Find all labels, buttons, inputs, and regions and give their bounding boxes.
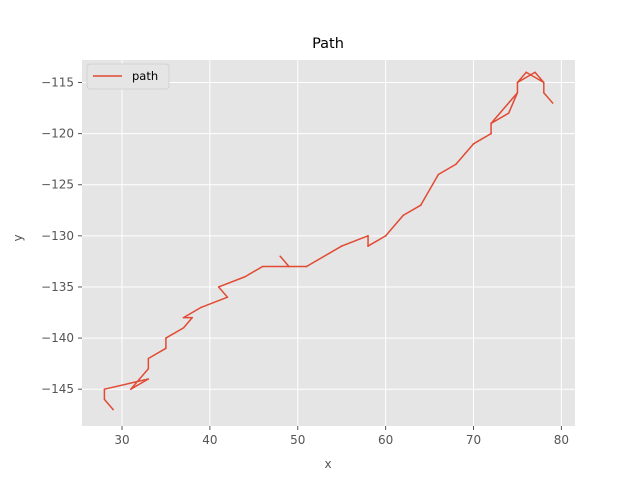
data-point (367, 235, 369, 237)
data-point (182, 327, 185, 329)
data-point (103, 388, 106, 390)
data-point (305, 265, 308, 268)
data-point (165, 347, 167, 350)
data-point (112, 408, 114, 411)
y-tick-label: −135 (41, 280, 74, 294)
data-point (200, 306, 202, 309)
y-tick-label: −140 (41, 331, 74, 345)
y-tick-label: −145 (41, 382, 74, 396)
data-point (147, 368, 150, 370)
data-point (340, 245, 343, 247)
grid-lines (82, 60, 575, 426)
data-point (165, 337, 167, 339)
x-tick-label: 30 (114, 433, 129, 447)
y-axis-ticks: −145 −140 −135 −130 −125 −120 −115 (41, 75, 82, 396)
data-point (288, 265, 290, 268)
data-point (147, 378, 150, 380)
x-tick-label: 70 (466, 433, 481, 447)
data-point (507, 112, 510, 114)
data-point (138, 378, 141, 380)
x-tick-label: 80 (554, 433, 569, 447)
data-point (490, 122, 492, 125)
legend: path (86, 63, 170, 90)
legend-box (86, 63, 170, 90)
data-point (490, 132, 492, 135)
data-point (244, 275, 246, 278)
data-point (130, 388, 132, 390)
data-point (261, 265, 264, 268)
x-axis-ticks: 30 40 50 60 70 80 (114, 426, 569, 447)
data-point (182, 316, 185, 319)
data-point (384, 235, 387, 237)
chart-title: Path (312, 36, 344, 52)
data-point (226, 296, 229, 298)
data-point (525, 71, 527, 74)
y-tick-label: −125 (41, 178, 74, 192)
data-point (147, 357, 150, 360)
data-point (543, 91, 545, 94)
data-point (551, 102, 554, 104)
plot-area (82, 60, 575, 426)
data-point (455, 163, 457, 166)
x-tick-label: 60 (378, 433, 393, 447)
data-point (543, 81, 545, 84)
y-tick-label: −115 (41, 75, 74, 89)
series-group (103, 71, 554, 411)
data-point (279, 255, 281, 258)
data-point (191, 316, 194, 319)
data-point (103, 398, 106, 401)
legend-label-path: path (132, 69, 158, 83)
data-point (217, 286, 220, 288)
y-tick-label: −120 (41, 127, 74, 141)
data-point (516, 91, 519, 94)
data-point (367, 245, 369, 247)
data-point (420, 204, 422, 206)
data-point (437, 173, 440, 176)
data-point (516, 81, 519, 84)
x-tick-label: 40 (202, 433, 217, 447)
y-axis-label: y (11, 234, 25, 241)
data-point (402, 214, 404, 217)
data-point (534, 71, 536, 74)
data-point (472, 143, 475, 145)
y-tick-label: −130 (41, 229, 74, 243)
x-tick-label: 50 (290, 433, 305, 447)
x-axis-label: x (324, 457, 331, 471)
